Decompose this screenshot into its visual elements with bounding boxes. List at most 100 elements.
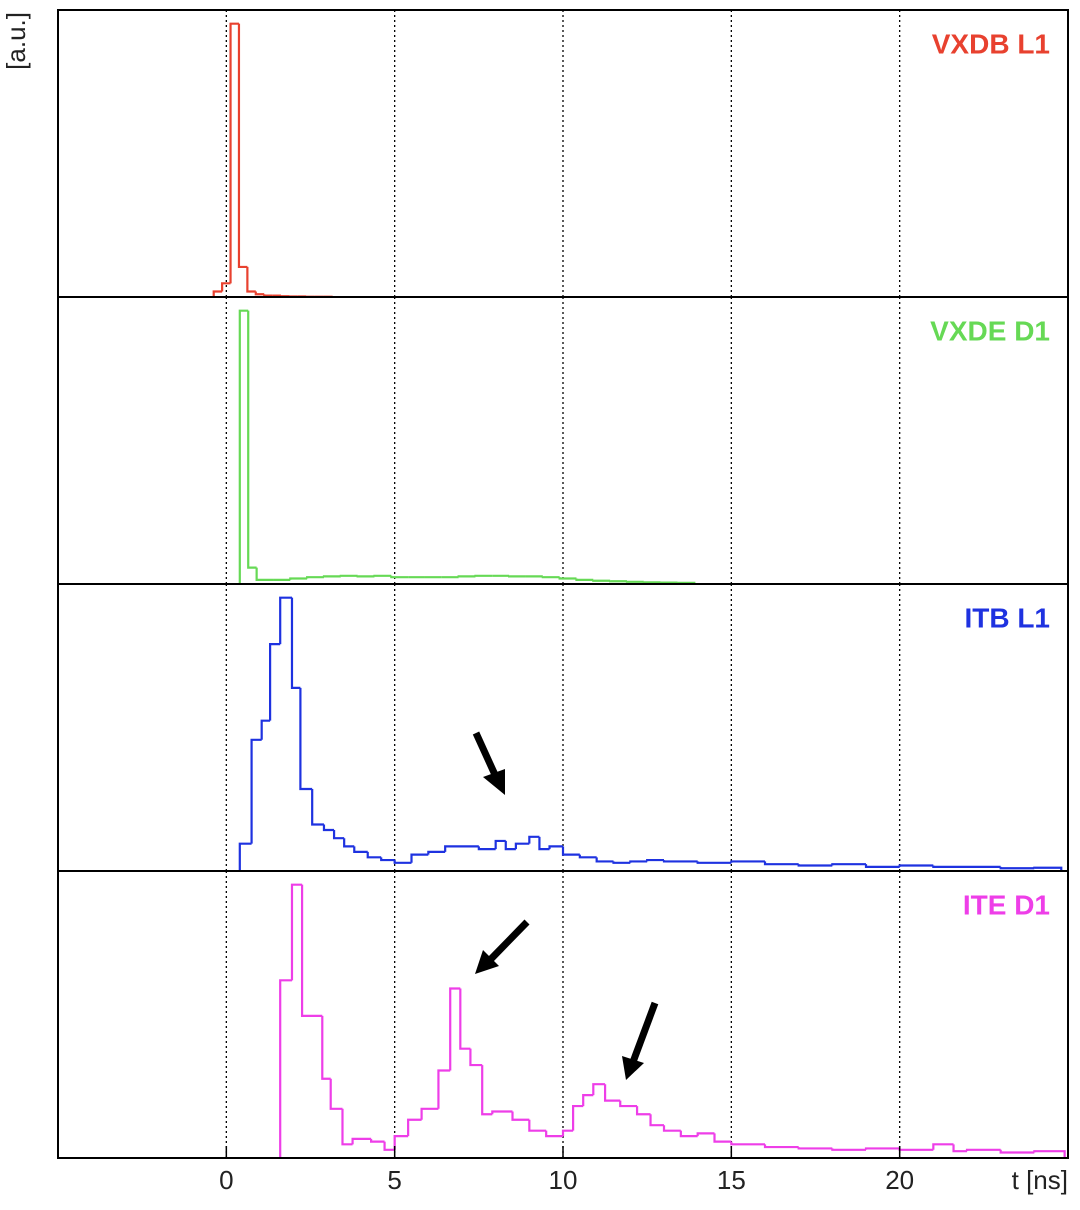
histogram-bin <box>603 1084 621 1102</box>
histogram-bin <box>444 845 462 852</box>
panel-frame <box>57 583 1069 872</box>
histogram-bin <box>629 860 648 863</box>
panel-label: VXDB L1 <box>932 28 1050 59</box>
histogram-bin <box>635 1106 651 1116</box>
histogram-bin <box>351 1137 372 1145</box>
histogram-bin <box>254 291 265 296</box>
histogram-bin <box>797 1147 833 1150</box>
histogram-bin <box>260 719 271 740</box>
histogram-bin <box>831 863 866 866</box>
histogram-bin <box>965 1148 1001 1152</box>
histogram-bin <box>592 579 611 582</box>
histogram-bin <box>221 282 231 292</box>
histogram-bin <box>508 575 526 578</box>
histogram-bin <box>420 1107 439 1120</box>
histogram-bin <box>322 575 341 578</box>
histogram-bin <box>528 1119 547 1132</box>
histogram-bin <box>932 1143 954 1150</box>
histogram-bin <box>481 1065 493 1116</box>
arrow <box>472 731 500 779</box>
arrow-head <box>475 950 499 974</box>
histogram-bin <box>763 861 799 866</box>
histogram-bin <box>679 1130 698 1138</box>
histogram-bin <box>504 840 516 851</box>
histogram-bin <box>662 1125 681 1132</box>
histogram-bin <box>474 574 493 577</box>
histogram-bin <box>437 1069 451 1109</box>
histogram-bin <box>572 1104 584 1131</box>
annotation-arrows <box>472 731 659 1080</box>
histogram-bin <box>541 576 560 579</box>
arrow <box>487 919 530 963</box>
panel-frame <box>57 296 1069 585</box>
x-axis-label: t [ns] <box>1012 1165 1068 1195</box>
histogram-bin <box>247 310 257 569</box>
plot: VXDB L1 VXDE D1 ITB L1 ITE D1 0 5 10 15 20 <box>57 9 1069 1195</box>
histogram-bin <box>646 858 664 862</box>
x-tick-label: 20 <box>885 1165 914 1195</box>
histogram-bin <box>469 1048 483 1067</box>
panel-label: VXDE D1 <box>930 315 1050 346</box>
histogram-bin <box>730 860 765 863</box>
histogram-bin <box>459 988 471 1050</box>
histogram-bin <box>457 575 476 578</box>
histogram-bin <box>864 1147 900 1150</box>
panel-label: ITE D1 <box>963 889 1050 920</box>
histogram-bin <box>383 1141 395 1151</box>
histogram-bin <box>558 577 577 580</box>
histogram-bin <box>341 1108 353 1146</box>
histogram-bin <box>642 581 661 584</box>
histogram-bin <box>332 830 345 840</box>
histogram-bin <box>545 1130 563 1138</box>
histogram-bin <box>329 1078 343 1110</box>
histogram-bin <box>407 1118 422 1137</box>
histogram-bin <box>290 883 303 981</box>
histogram-bin <box>595 857 614 863</box>
histogram-bin <box>582 1094 594 1107</box>
histogram-bin <box>356 575 375 578</box>
histogram-bin <box>609 580 627 583</box>
histogram-bin <box>290 597 301 689</box>
histogram-bin <box>898 864 934 867</box>
histogram-bin <box>662 860 698 863</box>
panel-frame <box>57 870 1069 1159</box>
histogram-bin <box>366 851 382 859</box>
histogram-bin <box>212 290 223 297</box>
histogram-bin <box>263 294 273 297</box>
panel-label: ITB L1 <box>964 602 1050 633</box>
histogram-bin <box>494 839 506 850</box>
histogram-bin <box>449 987 461 1071</box>
histogram-bin <box>561 1129 574 1137</box>
histogram-bin <box>255 567 274 581</box>
histogram-bin <box>1033 1150 1066 1158</box>
histogram-bin <box>619 1100 638 1108</box>
y-axis-label: [a.u.] <box>1 12 31 70</box>
histogram-bin <box>237 23 248 269</box>
arrow-head <box>483 769 505 795</box>
arrow <box>629 1001 659 1064</box>
histogram-bin <box>696 1132 715 1137</box>
x-tick-label: 5 <box>387 1165 401 1195</box>
histogram-bin <box>393 860 412 864</box>
histogram-bin <box>339 574 358 577</box>
histogram-bin <box>649 1114 664 1127</box>
histogram-bin <box>269 643 281 721</box>
histogram-bin <box>370 1138 385 1143</box>
histogram-bin <box>932 865 967 868</box>
histogram-bin <box>514 842 530 850</box>
histogram-bin <box>575 578 594 581</box>
histogram-bin <box>279 979 292 1158</box>
histogram-bin <box>999 1149 1035 1154</box>
histogram-bin <box>238 309 249 584</box>
histogram-bin <box>238 842 252 871</box>
histogram-bin <box>491 1110 513 1115</box>
histogram-bin <box>289 577 308 580</box>
histogram-bin <box>279 596 292 645</box>
histogram-bin <box>999 866 1035 870</box>
histogram-bin <box>864 864 900 868</box>
histogram-bin <box>612 861 631 864</box>
histogram-bin <box>343 838 355 848</box>
arrow-head <box>622 1056 644 1080</box>
histogram-bin <box>380 857 395 862</box>
